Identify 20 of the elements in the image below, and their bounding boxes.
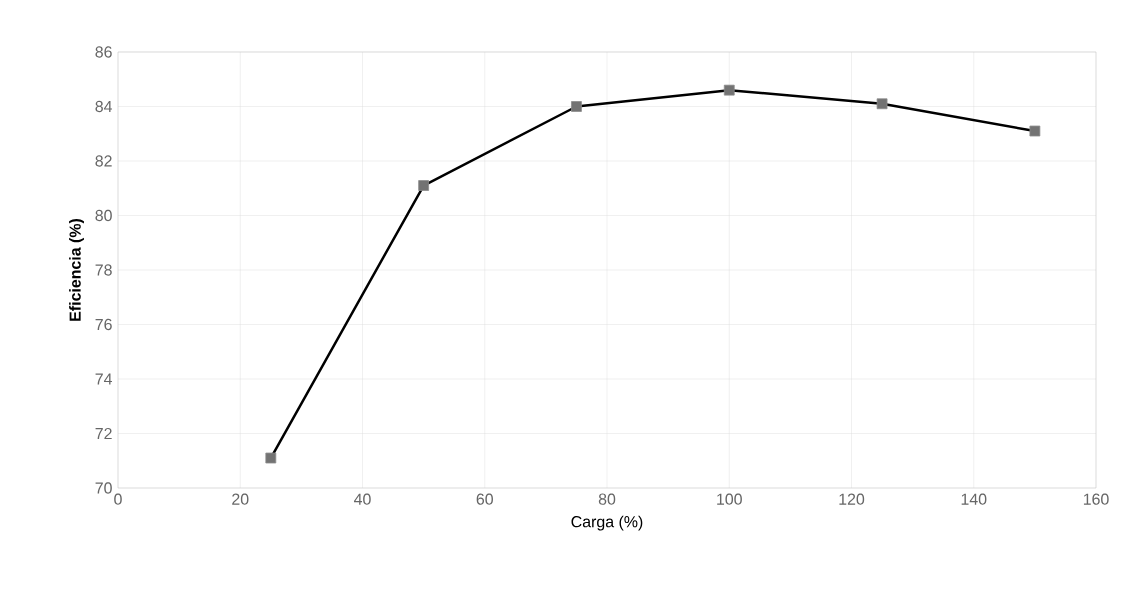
- x-tick-label: 0: [114, 493, 122, 505]
- x-tick-label: 160: [1083, 493, 1109, 505]
- y-tick-label: 76: [95, 318, 112, 331]
- y-tick-label: 86: [95, 46, 112, 58]
- y-axis-title: Eficiencia (%): [69, 218, 84, 321]
- x-tick-label: 60: [476, 493, 493, 505]
- x-tick-label: 20: [232, 493, 249, 505]
- y-tick-label: 82: [95, 155, 112, 167]
- x-tick-label: 80: [598, 493, 616, 505]
- y-tick-label: 80: [95, 209, 112, 222]
- x-tick-label: 100: [717, 493, 742, 505]
- y-tick-label: 84: [95, 100, 113, 113]
- y-tick-label: 74: [95, 373, 113, 385]
- y-tick-label: 78: [95, 264, 112, 276]
- x-tick-label: 40: [354, 493, 371, 505]
- y-tick-label: 72: [95, 427, 112, 440]
- x-axis-title: Carga (%): [571, 515, 643, 531]
- x-tick-label: 120: [839, 493, 865, 505]
- x-tick-label: 140: [961, 493, 987, 505]
- y-tick-label: 70: [95, 482, 112, 494]
